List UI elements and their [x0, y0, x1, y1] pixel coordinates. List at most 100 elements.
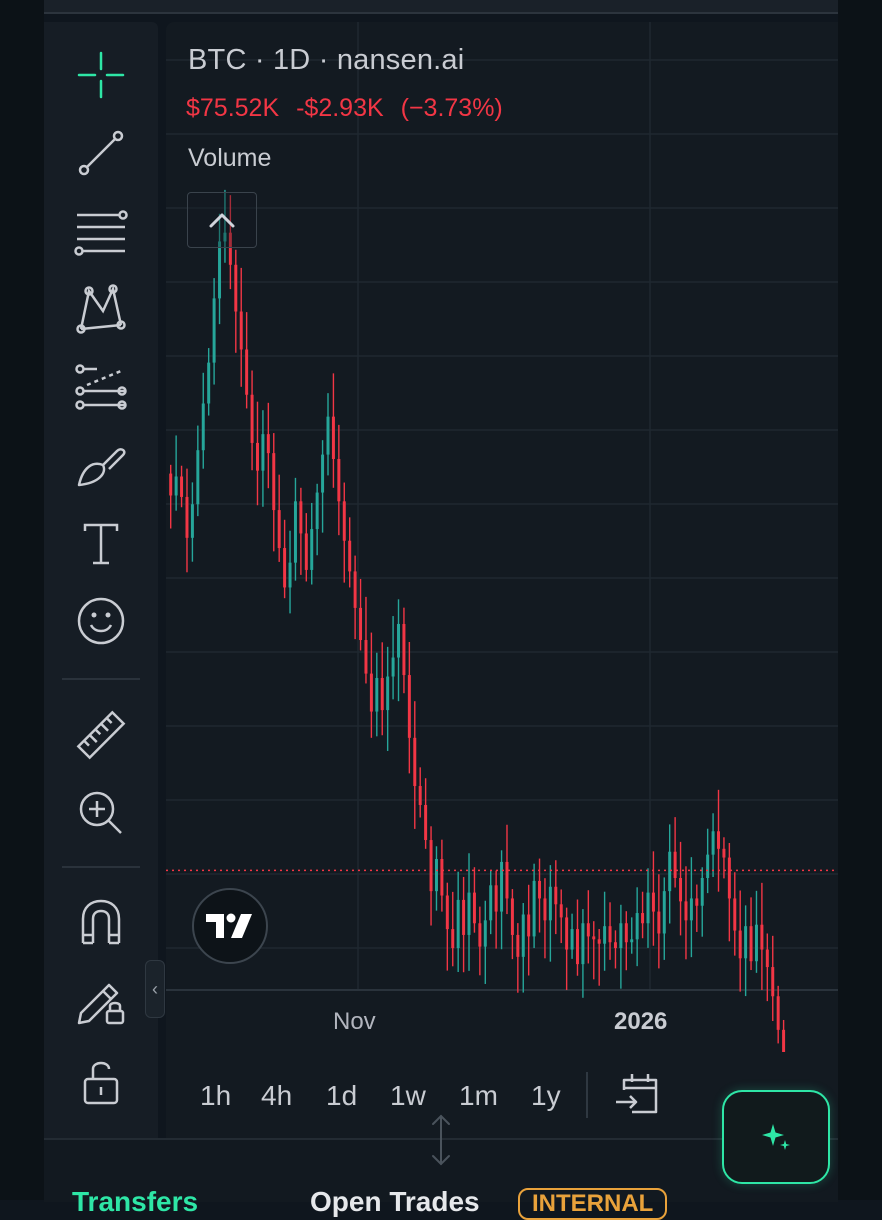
candle-body — [369, 673, 373, 712]
candle-body — [516, 934, 520, 957]
go-to-date-button[interactable] — [614, 1070, 662, 1118]
candle-body — [375, 677, 379, 712]
candle-body — [288, 562, 292, 588]
candle-body — [695, 898, 699, 906]
chevron-up-icon — [209, 213, 235, 228]
candle-body — [218, 241, 222, 299]
candle-body — [684, 901, 688, 921]
candle-body — [722, 848, 726, 858]
candle-body — [570, 929, 574, 950]
candle-body — [467, 892, 471, 935]
pattern-tool[interactable] — [68, 276, 134, 342]
interval-1y[interactable]: 1y — [531, 1080, 561, 1111]
candle-body — [706, 854, 710, 878]
interval-1d[interactable]: 1d — [326, 1080, 358, 1111]
chevron-left-icon: ‹ — [152, 978, 158, 999]
candle-body — [434, 859, 438, 892]
trend-line-tool[interactable] — [68, 120, 134, 186]
candle-body — [293, 501, 297, 563]
crosshair-tool[interactable] — [68, 42, 134, 108]
unlock-icon — [83, 1061, 119, 1105]
candle-body — [662, 891, 666, 934]
candle-body — [771, 967, 775, 997]
volume-legend[interactable]: Volume — [188, 144, 272, 172]
candle-body — [429, 840, 433, 892]
candle-body — [586, 923, 590, 937]
candle-body — [538, 880, 542, 899]
candle-body — [581, 923, 585, 965]
candle-body — [190, 504, 194, 538]
zoom-in-icon — [79, 791, 122, 834]
toolbar-separator — [62, 866, 140, 868]
candle-body — [559, 904, 563, 918]
brush-icon — [77, 448, 126, 487]
candle-body — [315, 492, 319, 530]
candle-body — [169, 473, 173, 496]
candle-body — [174, 476, 178, 496]
panel-resize-handle[interactable] — [426, 1112, 456, 1168]
candle-body — [283, 548, 287, 588]
emoji-icon — [77, 597, 125, 645]
unlock-tool[interactable] — [68, 1048, 134, 1114]
candle-body — [250, 394, 254, 443]
text-icon — [83, 523, 119, 565]
candle-body — [256, 442, 259, 471]
candle-body — [418, 786, 422, 805]
chart-panel[interactable]: BTC · 1D · nansen.ai $75.52K -$2.93K (−3… — [166, 22, 838, 1052]
internal-badge: INTERNAL — [518, 1188, 668, 1220]
interval-bar: 1h 4h 1d 1w 1m 1y — [166, 1052, 838, 1138]
crosshair-icon — [77, 51, 125, 99]
magnet-icon — [81, 899, 121, 945]
price-change: -$2.93K — [296, 94, 384, 122]
candle-body — [744, 926, 748, 959]
interval-1m[interactable]: 1m — [459, 1080, 498, 1111]
candle-body — [635, 913, 639, 940]
tradingview-logo[interactable] — [192, 888, 268, 964]
interval-4h[interactable]: 4h — [261, 1080, 293, 1111]
candle-body — [397, 623, 400, 658]
trend-line-icon — [78, 130, 124, 176]
toolbar-collapse-handle[interactable]: ‹ — [145, 960, 165, 1018]
tradingview-logo-icon — [206, 913, 252, 938]
fib-levels-tool[interactable] — [68, 198, 134, 264]
candle-body — [277, 510, 281, 549]
candle-body — [413, 737, 417, 787]
interval-1h[interactable]: 1h — [200, 1080, 232, 1111]
ai-assistant-button[interactable] — [722, 1090, 830, 1184]
text-tool[interactable] — [68, 510, 134, 576]
candle-body — [380, 677, 384, 711]
candle-body — [603, 926, 607, 944]
last-price: $75.52K — [186, 94, 280, 122]
candle-body — [754, 924, 758, 962]
candle-body — [234, 264, 238, 312]
candle-body — [630, 939, 634, 943]
pattern-icon — [76, 284, 126, 334]
candle-body — [700, 878, 704, 906]
top-divider — [44, 12, 838, 14]
candle-body — [500, 861, 504, 912]
candle-body — [478, 923, 482, 947]
candle-body — [180, 476, 184, 497]
candle-body — [337, 458, 341, 502]
candle-body — [619, 923, 623, 949]
candle-body — [223, 232, 227, 242]
candle-body — [641, 913, 645, 924]
brush-tool[interactable] — [68, 432, 134, 498]
zoom-in-tool[interactable] — [68, 780, 134, 846]
magnet-tool[interactable] — [68, 888, 134, 954]
tab-transfers[interactable]: Transfers — [72, 1186, 199, 1217]
interval-1w[interactable]: 1w — [390, 1080, 426, 1111]
candle-body — [196, 450, 200, 505]
candle-body — [207, 362, 211, 404]
candle-body — [608, 926, 612, 943]
legend-collapse-button[interactable] — [187, 192, 257, 248]
emoji-tool[interactable] — [68, 588, 134, 654]
candle-body — [407, 675, 411, 738]
candle-body — [597, 939, 601, 944]
forecast-tool[interactable] — [68, 354, 134, 420]
price-chart[interactable] — [166, 22, 838, 1052]
tab-open-trades[interactable]: Open Trades — [310, 1186, 480, 1217]
ruler-tool[interactable] — [68, 702, 134, 768]
symbol-legend-title: BTC · 1D · nansen.ai — [188, 44, 465, 76]
lock-drawings-tool[interactable] — [68, 966, 134, 1032]
